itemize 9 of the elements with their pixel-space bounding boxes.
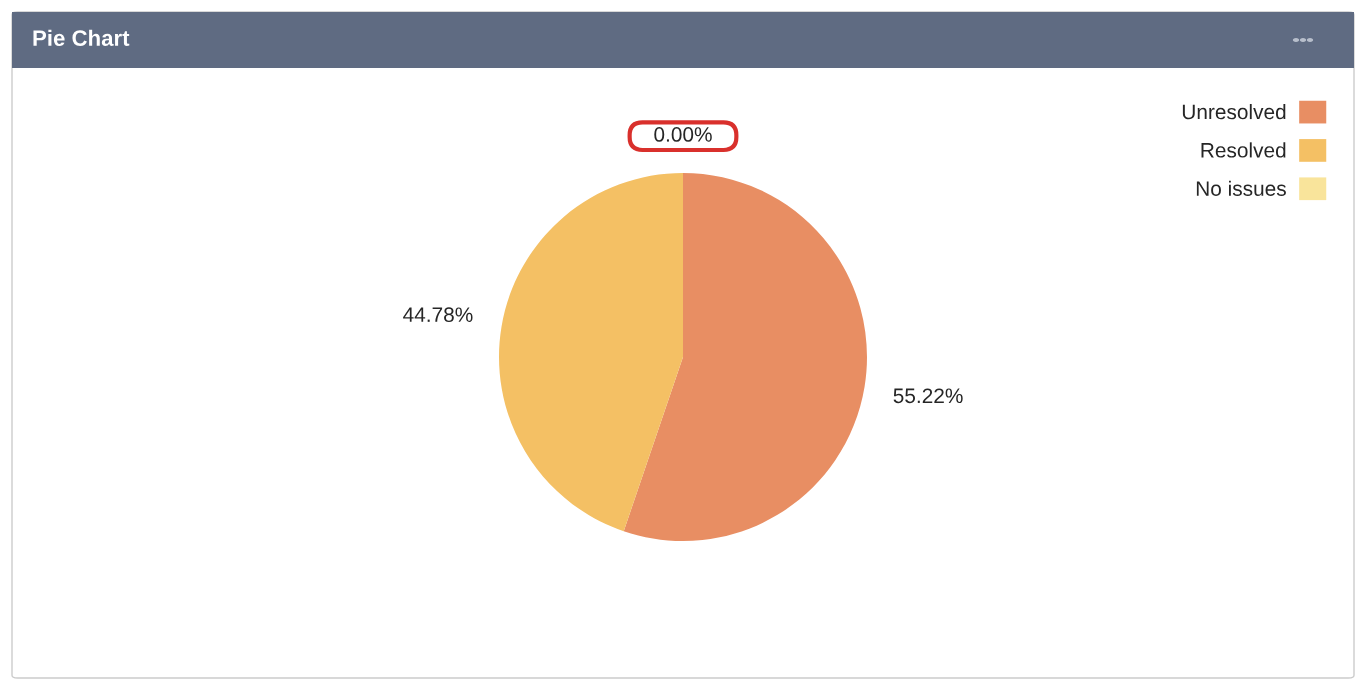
- text: 0.00%: [654, 127, 712, 142]
- data-label: 55.22%: [893, 388, 963, 404]
- legend-label: Unresolved: [1182, 103, 1286, 120]
- legend-label: Resolved: [1201, 142, 1286, 158]
- pie-slice: [623, 173, 867, 541]
- pie-slice: [499, 173, 683, 532]
- data-label: 44.78%: [403, 307, 473, 323]
- legend-label: No issues: [1196, 180, 1286, 196]
- text: Pie Chart: [33, 29, 130, 46]
